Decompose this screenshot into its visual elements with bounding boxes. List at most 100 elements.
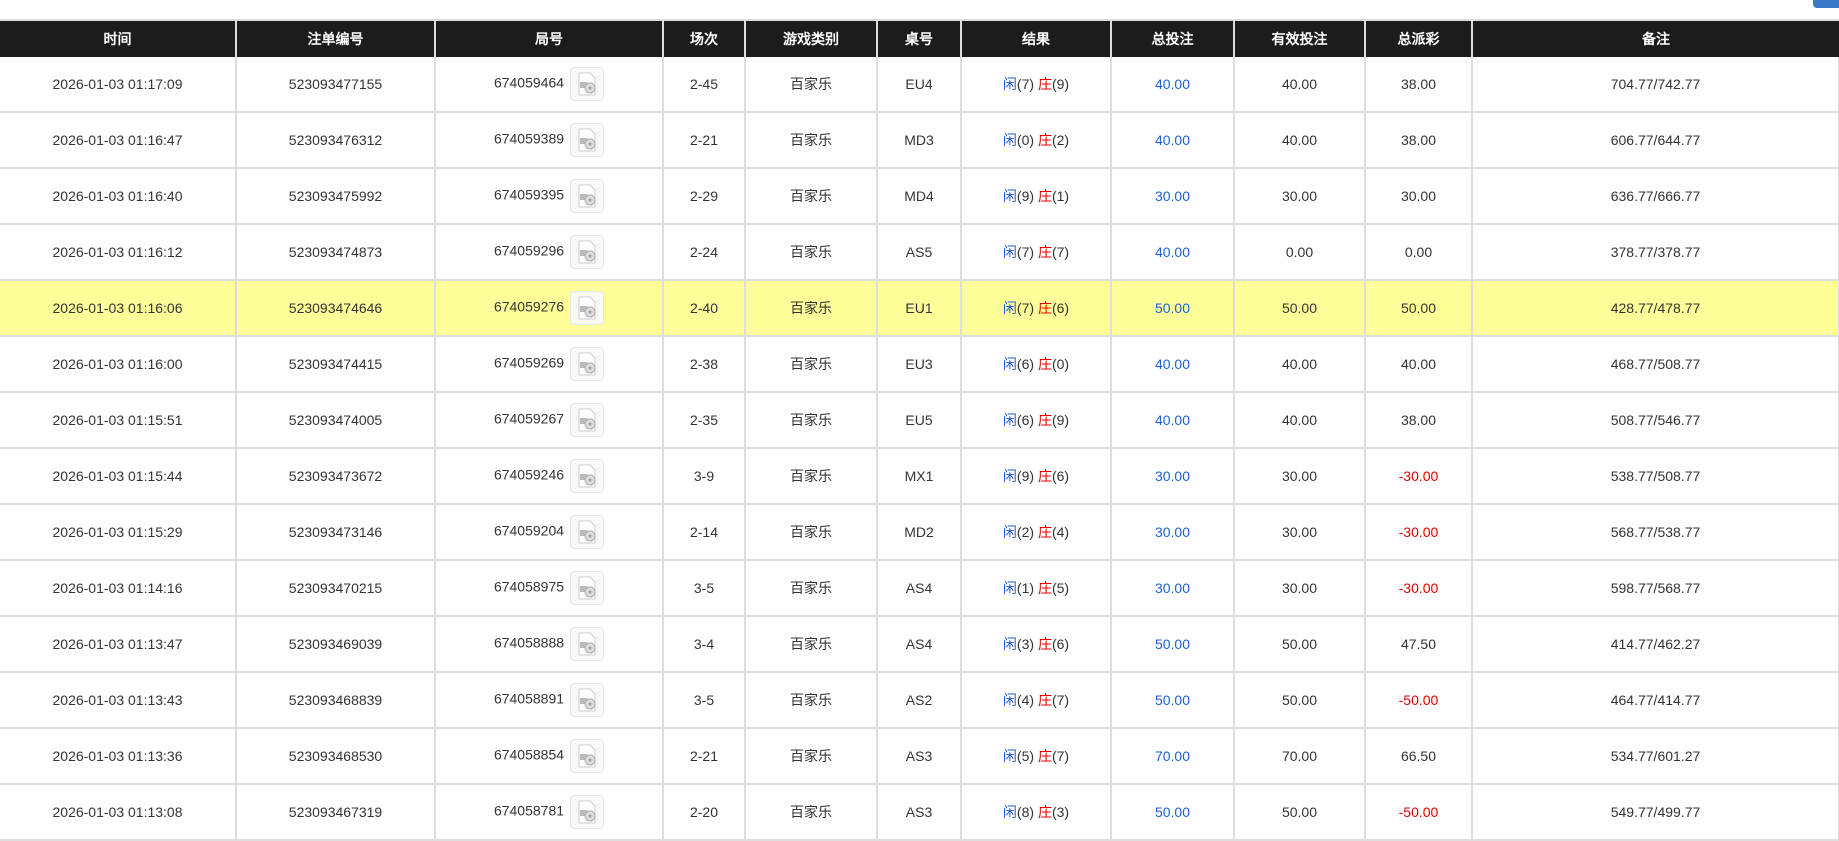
video-replay-icon[interactable] [570,235,605,269]
cell-shoe: 2-38 [662,336,746,393]
cell-table-no: EU3 [876,336,962,393]
banker-score: (4) [1051,524,1070,540]
video-replay-icon[interactable] [570,459,605,493]
cell-shoe: 3-9 [662,448,746,505]
top-right-button[interactable] [1813,0,1839,8]
banker-label: 庄 [1037,300,1052,316]
banker-score: (7) [1051,692,1070,708]
player-score: (8) [1016,804,1035,820]
cell-game-type: 百家乐 [744,448,878,505]
cell-total-bet: 30.00 [1110,560,1235,617]
cell-table-no: MD4 [876,168,962,225]
cell-game-type: 百家乐 [744,280,878,337]
video-replay-icon[interactable] [570,291,605,325]
video-replay-icon[interactable] [570,515,605,549]
cell-time: 2026-01-03 01:16:00 [0,336,237,393]
table-row: 2026-01-03 01:15:51 523093474005 674059267… [0,392,1839,449]
video-replay-icon[interactable] [570,627,605,661]
table-row: 2026-01-03 01:13:08 523093467319 674058781… [0,784,1839,841]
table-row: 2026-01-03 01:15:44 523093473672 674059246… [0,448,1839,505]
cell-game-type: 百家乐 [744,784,878,841]
cell-total-bet: 30.00 [1110,448,1235,505]
cell-total-bet: 50.00 [1110,672,1235,729]
table-row: 2026-01-03 01:15:29 523093473146 674059204… [0,504,1839,561]
cell-note: 606.77/644.77 [1471,112,1839,169]
player-score: (6) [1016,412,1035,428]
banker-label: 庄 [1037,132,1052,148]
cell-shoe: 2-20 [662,784,746,841]
cell-result: 闲(4) 庄(7) [960,672,1112,729]
player-label: 闲 [1002,300,1017,316]
banker-label: 庄 [1037,356,1052,372]
banker-label: 庄 [1037,244,1052,260]
banker-score: (5) [1051,580,1070,596]
video-replay-icon[interactable] [570,403,605,437]
cell-round: 674059389 [434,112,664,169]
video-replay-icon[interactable] [570,683,605,717]
player-label: 闲 [1002,412,1017,428]
video-replay-icon[interactable] [570,347,605,381]
cell-total-payout: -50.00 [1364,672,1473,729]
cell-bet-id: 523093467319 [235,784,436,841]
cell-round: 674059395 [434,168,664,225]
cell-round: 674058891 [434,672,664,729]
cell-shoe: 2-14 [662,504,746,561]
cell-table-no: AS5 [876,224,962,281]
cell-note: 414.77/462.27 [1471,616,1839,673]
cell-time: 2026-01-03 01:13:47 [0,616,237,673]
player-score: (4) [1016,692,1035,708]
cell-total-payout: 38.00 [1364,112,1473,169]
cell-result: 闲(8) 庄(3) [960,784,1112,841]
cell-note: 464.77/414.77 [1471,672,1839,729]
cell-result: 闲(6) 庄(9) [960,392,1112,449]
cell-game-type: 百家乐 [744,728,878,785]
column-header-note: 备注 [1471,19,1839,57]
cell-total-payout: -50.00 [1364,784,1473,841]
cell-shoe: 2-45 [662,57,746,113]
cell-game-type: 百家乐 [744,336,878,393]
video-replay-icon[interactable] [570,67,605,101]
cell-round: 674058975 [434,560,664,617]
cell-game-type: 百家乐 [744,168,878,225]
round-number: 674058888 [493,634,565,651]
cell-shoe: 2-24 [662,224,746,281]
table-row: 2026-01-03 01:16:40 523093475992 674059395… [0,168,1839,225]
column-header-bet-id: 注单编号 [235,19,435,57]
cell-total-bet: 50.00 [1110,784,1235,841]
cell-shoe: 3-5 [662,672,746,729]
cell-table-no: AS4 [876,560,962,617]
cell-total-bet: 40.00 [1110,224,1235,281]
round-number: 674059267 [493,410,565,427]
player-score: (3) [1016,636,1035,652]
cell-round: 674059204 [434,504,664,561]
cell-table-no: MD3 [876,112,962,169]
cell-table-no: MD2 [876,504,962,561]
cell-shoe: 2-21 [662,728,746,785]
cell-shoe: 2-29 [662,168,746,225]
video-replay-icon[interactable] [570,795,605,829]
cell-time: 2026-01-03 01:14:16 [0,560,237,617]
table-row: 2026-01-03 01:16:47 523093476312 674059389… [0,112,1839,169]
cell-total-bet: 50.00 [1110,280,1235,337]
cell-bet-id: 523093476312 [235,112,436,169]
round-number: 674059204 [493,522,565,539]
banker-score: (3) [1051,804,1070,820]
cell-round: 674059296 [434,224,664,281]
cell-time: 2026-01-03 01:15:29 [0,504,237,561]
video-replay-icon[interactable] [570,123,605,157]
cell-note: 428.77/478.77 [1471,280,1839,337]
cell-valid-bet: 30.00 [1233,168,1366,225]
column-header-time: 时间 [0,19,236,57]
column-header-game-type: 游戏类别 [744,19,877,57]
player-score: (2) [1016,524,1035,540]
video-replay-icon[interactable] [570,179,605,213]
cell-game-type: 百家乐 [744,57,878,113]
banker-label: 庄 [1037,692,1052,708]
cell-total-bet: 40.00 [1110,57,1235,113]
video-replay-icon[interactable] [570,739,605,773]
banker-score: (1) [1051,188,1070,204]
table-row: 2026-01-03 01:16:06 523093474646 674059276… [0,280,1839,337]
cell-total-payout: 47.50 [1364,616,1473,673]
cell-shoe: 2-21 [662,112,746,169]
video-replay-icon[interactable] [570,571,605,605]
